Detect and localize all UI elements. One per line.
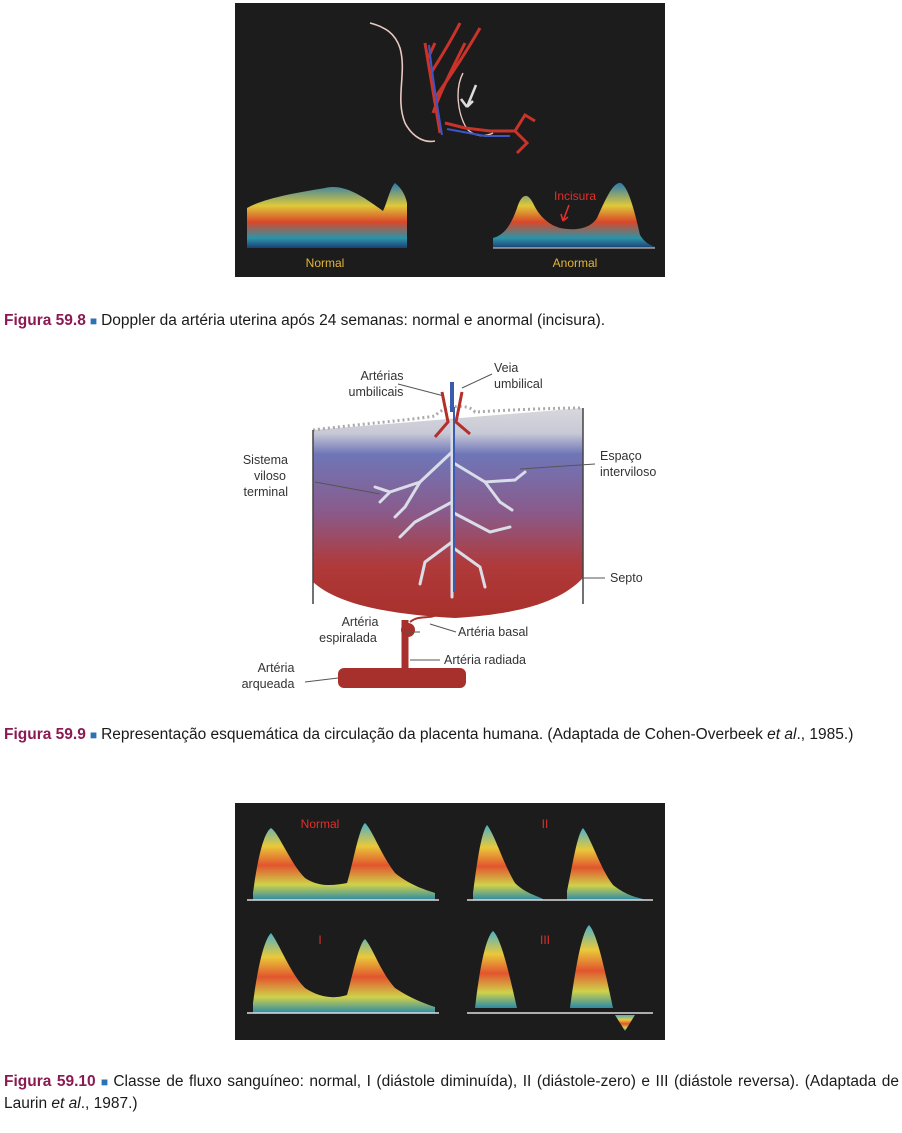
label-umbilical-arteries-2: umbilicais — [349, 385, 404, 399]
label-basal-artery: Artéria basal — [458, 625, 528, 639]
doppler-spectrum-normal — [247, 183, 407, 248]
doppler-spectrum-abnormal — [493, 182, 655, 248]
abnormal-label: Anormal — [553, 256, 598, 270]
caption-text-end: ., 1985.) — [796, 726, 854, 743]
panel-label-iii: III — [540, 933, 550, 947]
notch-arrow-icon — [560, 204, 570, 222]
label-spiral-2: espiralada — [319, 631, 377, 645]
figure-59-8-caption: Figura 59.8 ■ Doppler da artéria uterina a… — [4, 310, 899, 332]
chorionic-plate — [312, 405, 584, 432]
label-villous-3: terminal — [244, 485, 288, 499]
caption-italic: et al — [767, 726, 797, 743]
figure-59-9-diagram: Artérias umbilicais Veia umbilical Siste… — [230, 352, 680, 697]
placenta-circulation-svg: Artérias umbilicais Veia umbilical Siste… — [242, 361, 657, 691]
spectrum-ii-2 — [567, 828, 643, 900]
umbilical-arteries — [433, 391, 471, 438]
caption-square-icon: ■ — [89, 728, 98, 742]
label-umbilical-vein-2: umbilical — [494, 377, 543, 391]
caption-label: Figura 59.9 — [4, 726, 86, 743]
vessel-outline — [369, 22, 436, 143]
notch-label: Incisura — [554, 189, 596, 203]
uterine-vein-tree — [428, 44, 510, 137]
caption-text: Representação esquemática da circulação … — [101, 726, 763, 743]
villous-tree — [373, 420, 527, 599]
label-arcuate-1: Artéria — [258, 661, 295, 675]
caption-label: Figura 59.10 — [4, 1073, 96, 1090]
caption-square-icon: ■ — [99, 1075, 110, 1089]
figure-59-9-caption: Figura 59.9 ■ Representação esquemática da… — [4, 724, 899, 746]
panel-label-i: I — [318, 933, 321, 947]
caption-square-icon: ■ — [89, 314, 98, 328]
panel-label-ii: II — [542, 817, 549, 831]
caption-text: Doppler da artéria uterina após 24 seman… — [101, 312, 606, 329]
caption-text-end: ., 1987.) — [80, 1095, 138, 1112]
label-villous-2: viloso — [254, 469, 286, 483]
label-intervillous-2: interviloso — [600, 465, 656, 479]
spiral-artery-coil — [401, 623, 415, 637]
spectrum-iii-1 — [475, 931, 517, 1008]
figure-59-8-image: Normal Anormal Incisura — [235, 3, 665, 277]
caption-italic: et al — [51, 1095, 81, 1112]
leader-lines — [304, 373, 605, 683]
spectrum-ii-1 — [473, 825, 543, 900]
label-umbilical-arteries-1: Artérias — [360, 369, 403, 383]
figure-59-10-caption: Figura 59.10 ■ Classe de fluxo sanguíneo: … — [4, 1071, 899, 1115]
arcuate-artery — [338, 668, 466, 688]
label-villous-1: Sistema — [243, 453, 288, 467]
spectrum-i — [253, 933, 435, 1013]
uterine-doppler-svg: Normal Anormal Incisura — [247, 22, 655, 270]
spectrum-iii-reverse — [615, 1015, 635, 1031]
label-intervillous-1: Espaço — [600, 449, 642, 463]
basal-artery — [409, 613, 439, 623]
placenta-body — [313, 408, 583, 618]
figure-59-10-image: Normal I II III — [235, 803, 665, 1040]
label-septum: Septo — [610, 571, 643, 585]
arrow-icon — [460, 84, 478, 108]
spectrum-normal — [253, 823, 435, 900]
label-spiral-1: Artéria — [342, 615, 379, 629]
spectrum-iii-2 — [570, 925, 613, 1008]
label-arcuate-2: arqueada — [242, 677, 295, 691]
label-radial-artery: Artéria radiada — [444, 653, 526, 667]
panel-label-normal: Normal — [301, 817, 340, 831]
caption-text: Classe de fluxo sanguíneo: normal, I (di… — [4, 1073, 899, 1112]
caption-label: Figura 59.8 — [4, 312, 86, 329]
flow-class-doppler-svg: Normal I II III — [247, 817, 653, 1031]
normal-label: Normal — [306, 256, 345, 270]
label-umbilical-vein-1: Veia — [494, 361, 518, 375]
